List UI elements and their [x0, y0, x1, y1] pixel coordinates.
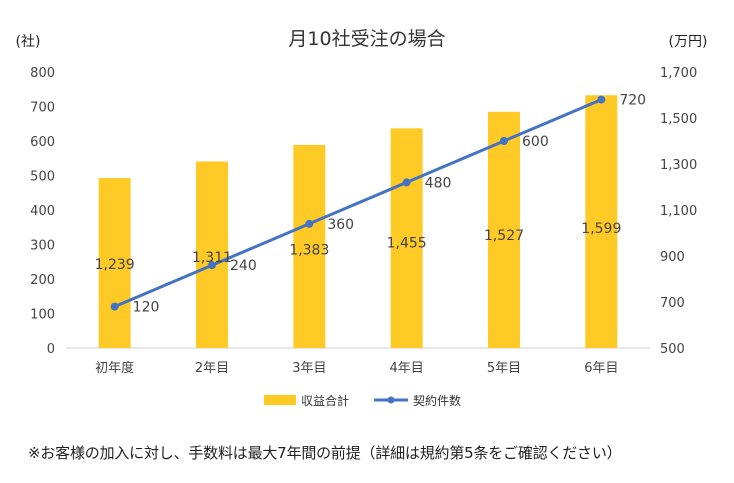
bar-series — [98, 95, 618, 348]
line-point — [402, 178, 411, 187]
line-data-label: 240 — [230, 258, 257, 274]
line-data-label: 480 — [425, 175, 452, 191]
left-tick-label: 600 — [30, 135, 55, 150]
left-tick-label: 800 — [30, 66, 55, 81]
bar-data-label: 1,527 — [484, 228, 524, 244]
left-axis-label: (社) — [16, 34, 41, 50]
bar-data-label: 1,311 — [192, 250, 232, 266]
right-axis-label: (万円) — [669, 34, 708, 50]
line-point — [110, 302, 119, 311]
legend-label-line: 契約件数 — [413, 393, 461, 408]
left-tick-label: 300 — [30, 239, 55, 254]
x-tick-label: 4年目 — [390, 361, 424, 376]
bar — [98, 178, 131, 348]
bar-data-label: 1,455 — [387, 235, 427, 251]
right-tick-label: 1,100 — [660, 204, 697, 219]
bar — [488, 111, 520, 348]
legend-swatch-bar — [264, 395, 296, 405]
footnote: ※お客様の加入に対し、手数料は最大7年間の前提（詳細は規約第5条をご確認ください… — [28, 444, 622, 462]
right-axis-ticks: 500 700 900 1,100 1,300 1,500 1,700 — [660, 66, 697, 357]
bar-data-label: 1,599 — [581, 221, 621, 237]
x-tick-label: 3年目 — [292, 361, 326, 376]
left-tick-label: 400 — [30, 204, 55, 219]
left-tick-label: 100 — [30, 308, 55, 323]
right-tick-label: 1,300 — [660, 158, 697, 173]
legend: 収益合計 契約件数 — [264, 393, 461, 408]
left-tick-label: 0 — [47, 342, 55, 357]
x-tick-label: 6年目 — [584, 361, 618, 376]
left-tick-label: 700 — [30, 101, 55, 116]
right-tick-label: 500 — [660, 342, 685, 357]
bar — [390, 128, 423, 348]
line-data-label: 120 — [133, 300, 160, 316]
line-point — [597, 95, 606, 104]
line-data-label: 720 — [619, 93, 646, 109]
bar — [196, 161, 228, 348]
left-tick-label: 500 — [30, 170, 55, 185]
right-tick-label: 900 — [660, 250, 685, 265]
chart-title: 月10社受注の場合 — [288, 28, 445, 50]
right-tick-label: 700 — [660, 296, 685, 311]
x-tick-label: 初年度 — [95, 360, 134, 376]
line-point — [208, 261, 216, 270]
left-axis-ticks: 0 100 200 300 400 500 600 700 800 — [30, 66, 55, 357]
line-series: 1,239 1,311 1,383 1,455 1,527 1,599 120 240 360 4… — [95, 93, 646, 316]
legend-label-bar: 収益合計 — [301, 393, 349, 408]
x-axis-ticks: 初年度 2年目 3年目 4年目 5年目 6年目 — [95, 360, 618, 376]
bar-data-label: 1,383 — [289, 243, 329, 259]
right-tick-label: 1,500 — [660, 112, 697, 127]
line-point — [305, 219, 314, 228]
legend-swatch-marker — [387, 396, 395, 404]
line-point — [500, 137, 508, 145]
x-tick-label: 2年目 — [195, 361, 229, 376]
right-tick-label: 1,700 — [660, 66, 697, 81]
bar-data-label: 1,239 — [95, 257, 135, 273]
line-data-label: 600 — [522, 134, 549, 150]
x-tick-label: 5年目 — [487, 361, 521, 376]
left-tick-label: 200 — [30, 273, 55, 288]
series-line — [114, 98, 602, 308]
bar — [293, 144, 326, 348]
line-data-label: 360 — [327, 217, 354, 233]
bar — [585, 95, 618, 348]
